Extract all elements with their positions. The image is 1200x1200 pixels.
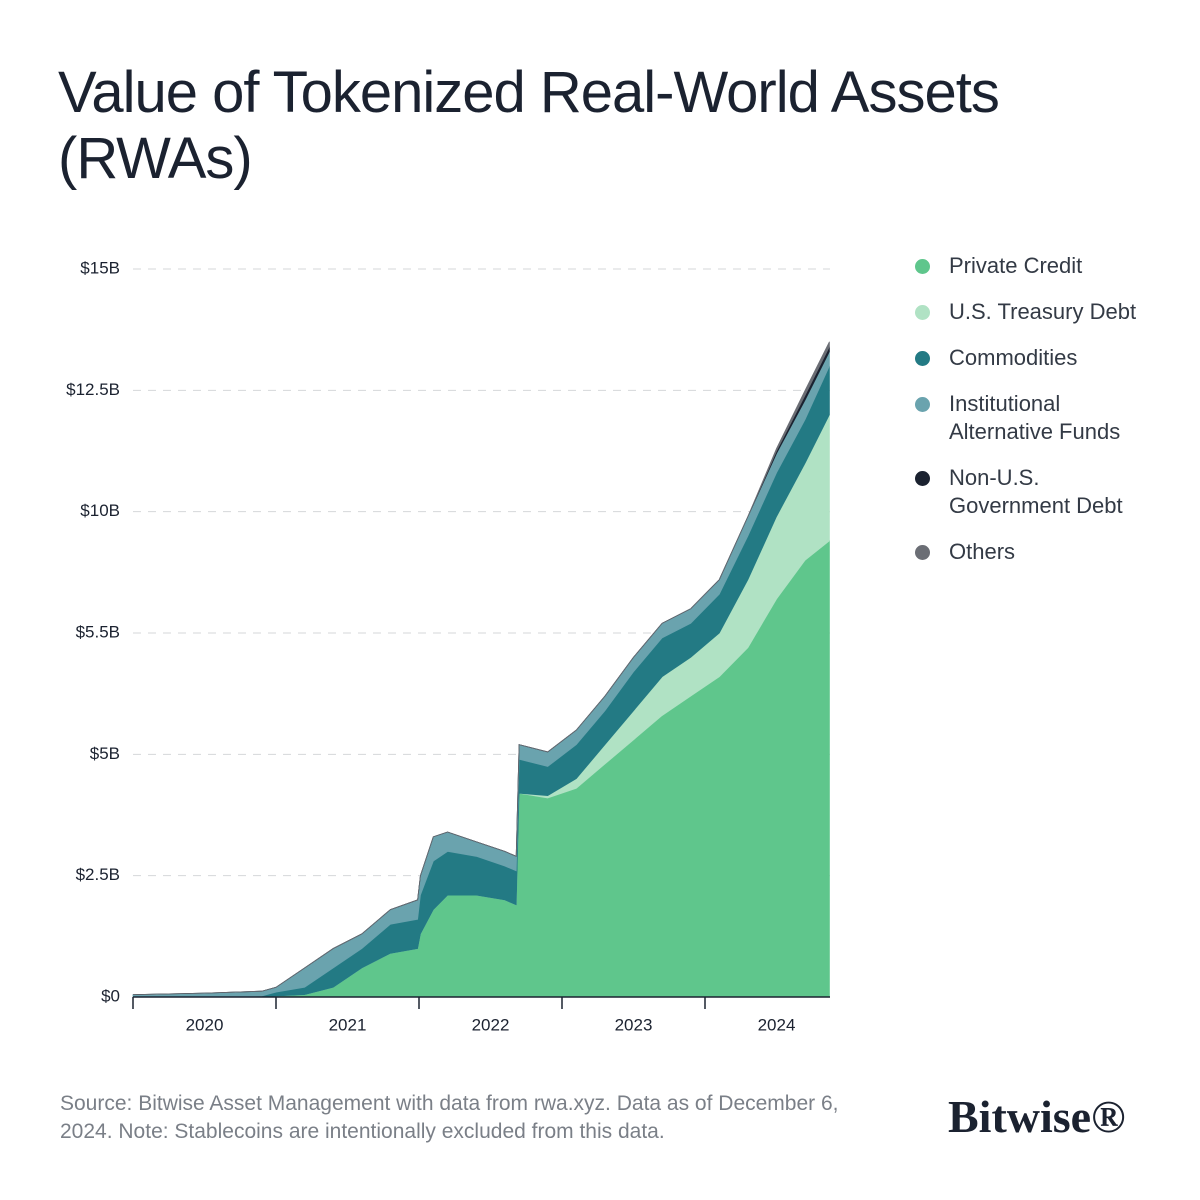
y-tick-label: $5.5B — [76, 622, 120, 641]
x-tick-label: 2021 — [329, 1015, 367, 1034]
legend-label: Institutional Alternative Funds — [949, 391, 1121, 444]
legend-label: Others — [949, 539, 1016, 564]
logo: Bitwise® — [948, 1091, 1126, 1142]
legend-item: Private Credit — [915, 252, 1185, 280]
legend: Private Credit U.S. Treasury Debt Commodit… — [915, 252, 1185, 584]
y-tick-label: $12.5B — [66, 380, 120, 399]
legend-label: Private Credit — [949, 253, 1083, 278]
legend-swatch — [915, 397, 930, 412]
legend-item: Others — [915, 538, 1185, 566]
legend-item: Commodities — [915, 344, 1185, 372]
y-tick-label: $2.5B — [76, 865, 120, 884]
x-tick-label: 2023 — [615, 1015, 653, 1034]
legend-swatch — [915, 305, 930, 320]
legend-swatch — [915, 545, 930, 560]
y-tick-label: $15B — [80, 258, 120, 277]
chart-title: Value of Tokenized Real-World Assets (RW… — [58, 60, 1000, 191]
legend-swatch — [915, 471, 930, 486]
x-tick-label: 2020 — [186, 1015, 224, 1034]
legend-swatch — [915, 259, 930, 274]
x-tick-label: 2024 — [758, 1015, 796, 1034]
x-tick-label: 2022 — [472, 1015, 510, 1034]
legend-item: Non-U.S. Government Debt — [915, 464, 1185, 520]
legend-swatch — [915, 351, 930, 366]
y-tick-label: $0 — [101, 986, 120, 1005]
legend-label: U.S. Treasury Debt — [949, 299, 1137, 324]
legend-label: Non-U.S. Government Debt — [949, 465, 1123, 518]
y-tick-label: $5B — [90, 744, 120, 763]
y-tick-label: $10B — [80, 501, 120, 520]
legend-item: Institutional Alternative Funds — [915, 390, 1185, 446]
area — [132, 341, 830, 995]
legend-item: U.S. Treasury Debt — [915, 298, 1185, 326]
legend-label: Commodities — [949, 345, 1078, 370]
source-note: Source: Bitwise Asset Management with da… — [60, 1092, 839, 1143]
